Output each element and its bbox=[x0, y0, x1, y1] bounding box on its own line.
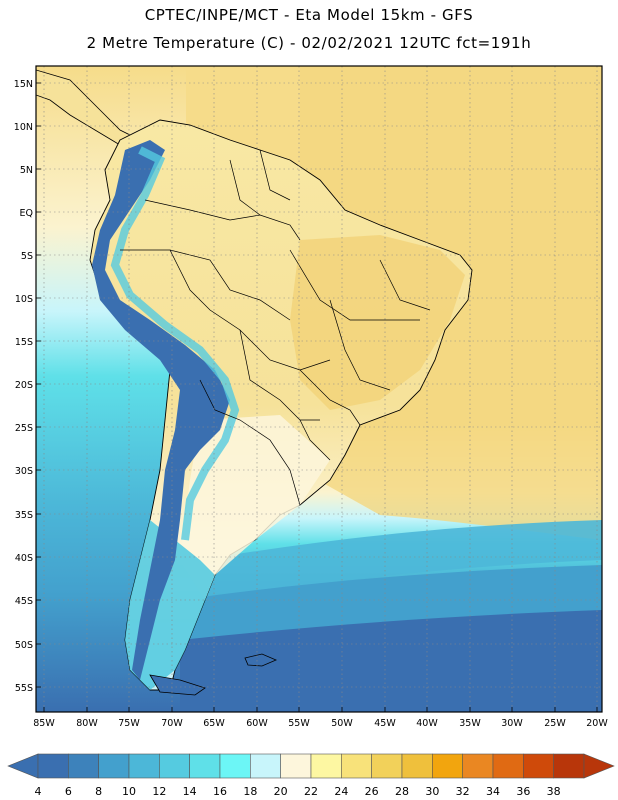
colorbar-labels: 4 6 8 10 12 14 16 18 20 22 24 26 28 30 32 34 36 38 bbox=[35, 785, 561, 798]
colorbar-label: 38 bbox=[547, 785, 561, 798]
northeast-warm-zone bbox=[290, 235, 465, 410]
lat-label: 15S bbox=[15, 337, 33, 348]
colorbar-swatch bbox=[128, 753, 160, 779]
lat-label: 10N bbox=[14, 122, 33, 133]
colorbar-label: 30 bbox=[425, 785, 439, 798]
colorbar-label: 10 bbox=[122, 785, 136, 798]
lon-label: 65W bbox=[203, 718, 225, 729]
colorbar-label: 26 bbox=[365, 785, 379, 798]
colorbar-swatch bbox=[189, 753, 221, 779]
lat-label: 5S bbox=[21, 251, 33, 262]
country-borders bbox=[120, 149, 431, 506]
colorbar-label: 6 bbox=[65, 785, 72, 798]
lat-label: 45S bbox=[15, 596, 33, 607]
title-line-1: CPTEC/INPE/MCT - Eta Model 15km - GFS bbox=[144, 6, 474, 24]
colorbar-swatch bbox=[280, 753, 312, 779]
colorbar-label: 8 bbox=[95, 785, 102, 798]
lat-label: 25S bbox=[15, 423, 33, 434]
lon-label: 20W bbox=[586, 718, 608, 729]
latitude-axis: 15N 10N 5N EQ 5S 10S 15S 20S 25S 30S 35S… bbox=[14, 79, 33, 694]
lat-label: 40S bbox=[15, 553, 33, 564]
colorbar-label: 28 bbox=[395, 785, 409, 798]
colorbar-swatch bbox=[219, 753, 251, 779]
southern-pale-zone bbox=[180, 415, 330, 600]
title-line-2: 2 Metre Temperature (C) - 02/02/2021 12U… bbox=[86, 34, 532, 52]
map-body bbox=[36, 66, 602, 712]
lon-label: 55W bbox=[288, 718, 310, 729]
coldest-ocean-band bbox=[180, 610, 602, 712]
colorbar-label: 36 bbox=[516, 785, 530, 798]
lon-label: 75W bbox=[118, 718, 140, 729]
andes-flank-band bbox=[110, 146, 240, 541]
lon-label: 70W bbox=[161, 718, 183, 729]
colorbar-swatch bbox=[250, 753, 281, 779]
colorbar-label: 22 bbox=[304, 785, 318, 798]
lat-label: 55S bbox=[15, 683, 33, 694]
colorbar-swatch bbox=[523, 753, 554, 779]
colorbar-swatch bbox=[553, 753, 585, 779]
colorbar-swatch bbox=[401, 753, 433, 779]
lat-label: 20S bbox=[15, 380, 33, 391]
colorbar: 4 6 8 10 12 14 16 18 20 22 24 26 28 30 32 34 36 38 bbox=[7, 753, 615, 798]
lon-label: 50W bbox=[331, 718, 353, 729]
lat-label: 10S bbox=[15, 294, 33, 305]
colorbar-label: 12 bbox=[152, 785, 166, 798]
falkland-islands bbox=[244, 653, 278, 667]
colorbar-swatch bbox=[462, 753, 494, 779]
colorbar-label: 4 bbox=[35, 785, 42, 798]
colorbar-swatch bbox=[310, 753, 342, 779]
lon-label: 30W bbox=[501, 718, 523, 729]
colorbar-swatch bbox=[37, 753, 69, 779]
colorbar-swatches bbox=[37, 753, 585, 779]
colorbar-swatch bbox=[68, 753, 99, 779]
colorbar-label: 20 bbox=[274, 785, 288, 798]
colorbar-low-arrow bbox=[7, 753, 39, 779]
lon-label: 85W bbox=[33, 718, 55, 729]
colorbar-label: 18 bbox=[243, 785, 257, 798]
colorbar-label: 16 bbox=[213, 785, 227, 798]
lon-label: 25W bbox=[544, 718, 566, 729]
lon-label: 35W bbox=[459, 718, 481, 729]
colorbar-label: 14 bbox=[183, 785, 197, 798]
lat-label: EQ bbox=[20, 208, 33, 219]
lon-label: 80W bbox=[76, 718, 98, 729]
colorbar-swatch bbox=[159, 753, 190, 779]
map-frame bbox=[35, 65, 603, 713]
lat-label: 5N bbox=[20, 165, 33, 176]
colorbar-swatch bbox=[432, 753, 463, 779]
lon-label: 40W bbox=[416, 718, 438, 729]
andes-cold-spine bbox=[92, 140, 230, 680]
lat-label: 35S bbox=[15, 510, 33, 521]
lat-label: 15N bbox=[14, 79, 33, 90]
colorbar-swatch bbox=[492, 753, 524, 779]
colorbar-high-arrow bbox=[583, 753, 615, 779]
colorbar-label: 32 bbox=[456, 785, 470, 798]
colorbar-swatch bbox=[341, 753, 372, 779]
lon-label: 60W bbox=[246, 718, 268, 729]
colorbar-label: 24 bbox=[334, 785, 348, 798]
colorbar-swatch bbox=[98, 753, 130, 779]
lon-label: 45W bbox=[374, 718, 396, 729]
map-graticule bbox=[36, 66, 602, 712]
longitude-axis: 85W 80W 75W 70W 65W 60W 55W 50W 45W 40W … bbox=[33, 718, 608, 729]
colorbar-swatch bbox=[371, 753, 403, 779]
colorbar-label: 34 bbox=[486, 785, 500, 798]
tierra-del-fuego bbox=[149, 674, 206, 696]
lat-label: 30S bbox=[15, 466, 33, 477]
lat-label: 50S bbox=[15, 640, 33, 651]
cool-ocean-band bbox=[200, 520, 602, 600]
